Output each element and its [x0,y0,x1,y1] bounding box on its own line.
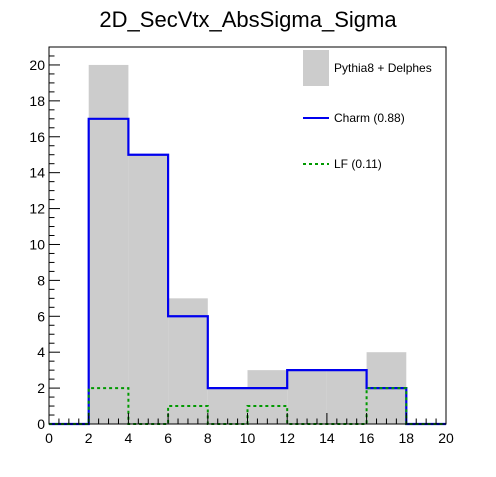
y-tick-label: 18 [29,93,45,109]
chart-title: 2D_SecVtx_AbsSigma_Sigma [99,7,397,32]
legend-swatch-filled [303,50,329,86]
filled-bin-bar [287,370,327,424]
filled-bin-bar [327,370,367,424]
x-tick-label: 20 [438,430,454,446]
legend-entry-label: LF (0.11) [334,157,382,171]
x-tick-label: 10 [240,430,256,446]
y-tick-label: 6 [37,308,45,324]
x-tick-label: 14 [319,430,335,446]
x-tick-label: 2 [85,430,93,446]
filled-bin-bar [128,155,168,424]
y-tick-label: 2 [37,380,45,396]
x-tick-label: 8 [204,430,212,446]
y-tick-label: 0 [37,416,45,432]
y-tick-label: 10 [29,236,45,252]
filled-bin-bar [248,370,288,424]
x-tick-label: 4 [125,430,133,446]
legend-entry-label: Pythia8 + Delphes [334,61,432,75]
x-tick-label: 12 [279,430,295,446]
y-tick-label: 20 [29,57,45,73]
y-tick-label: 14 [29,165,45,181]
y-tick-label: 12 [29,201,45,217]
x-tick-label: 6 [164,430,172,446]
y-tick-label: 8 [37,272,45,288]
x-tick-label: 16 [359,430,375,446]
legend-entry-label: Charm (0.88) [334,111,405,125]
x-tick-label: 0 [45,430,53,446]
y-tick-label: 4 [37,344,45,360]
legend: Pythia8 + Delphes Charm (0.88) LF (0.11) [303,50,432,171]
y-tick-label: 16 [29,129,45,145]
x-tick-label: 18 [399,430,415,446]
